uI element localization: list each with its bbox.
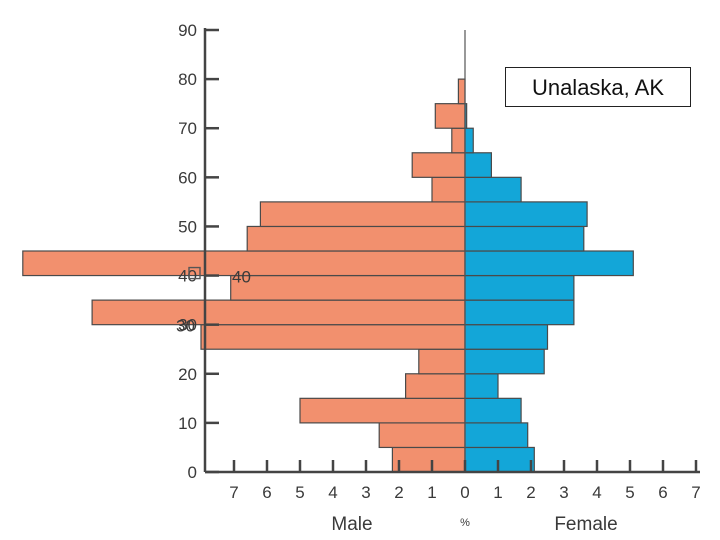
x-tick-label-f1: 1 bbox=[493, 483, 502, 502]
x-tick-label-m1: 1 bbox=[427, 483, 436, 502]
x-axis-title-male: Male bbox=[331, 514, 372, 535]
female-bar-age-15 bbox=[464, 373, 499, 399]
y-tick-label-20: 20 bbox=[178, 365, 197, 384]
x-tick-label-m6: 6 bbox=[262, 483, 271, 502]
male-bar-age-60 bbox=[411, 152, 466, 178]
bars-layer bbox=[22, 78, 634, 473]
x-axis-title-female: Female bbox=[554, 514, 617, 535]
male-bar-age-45 bbox=[246, 225, 466, 252]
y-tick-label-50: 50 bbox=[178, 217, 197, 236]
male-bar-age-25 bbox=[200, 324, 466, 350]
female-bar-age-20 bbox=[464, 348, 545, 375]
female-bar-age-25 bbox=[464, 324, 549, 350]
x-tick-label-m7: 7 bbox=[229, 483, 238, 502]
female-bar-age-60 bbox=[464, 152, 492, 178]
male-bar-age-5 bbox=[378, 422, 466, 449]
male-bar-age-65 bbox=[451, 127, 466, 154]
x-tick-label-m5: 5 bbox=[295, 483, 304, 502]
male-bar-age-10 bbox=[299, 397, 466, 424]
y-tick-label-80: 80 bbox=[178, 70, 197, 89]
annotation-label-40: 40 bbox=[232, 268, 251, 287]
x-tick-label-m4: 4 bbox=[328, 483, 337, 502]
x-tick-label-f7: 7 bbox=[691, 483, 700, 502]
annotation-label-30: 30 bbox=[176, 317, 195, 336]
male-bar-age-70 bbox=[434, 103, 466, 129]
male-bar-age-0 bbox=[391, 446, 466, 473]
female-bar-age-45 bbox=[464, 225, 585, 252]
male-bar-age-55 bbox=[431, 176, 466, 203]
y-tick-label-30: 30 bbox=[178, 316, 197, 335]
annotation-marker-40 bbox=[188, 266, 201, 280]
y-tick-label-10: 10 bbox=[178, 414, 197, 433]
male-bar-age-75 bbox=[457, 78, 466, 105]
y-tick-label-0: 0 bbox=[188, 463, 197, 482]
male-bar-age-15 bbox=[405, 373, 466, 399]
annotation-layer: 40 30 bbox=[176, 266, 251, 336]
female-bar-age-5 bbox=[464, 422, 529, 449]
male-bar-age-40 bbox=[22, 250, 466, 277]
x-tick-label-m2: 2 bbox=[394, 483, 403, 502]
female-bar-age-0 bbox=[464, 446, 535, 473]
y-tick-label-40: 40 bbox=[178, 267, 197, 286]
male-bar-age-35 bbox=[230, 274, 466, 301]
x-tick-label-f0: 0 bbox=[460, 483, 469, 502]
female-bar-age-10 bbox=[464, 397, 522, 424]
female-bar-age-40 bbox=[464, 250, 634, 277]
y-tick-label-90: 90 bbox=[178, 21, 197, 40]
y-tick-label-70: 70 bbox=[178, 119, 197, 138]
female-bar-age-50 bbox=[464, 201, 588, 228]
y-tick-label-60: 60 bbox=[178, 168, 197, 187]
male-bar-age-50 bbox=[259, 201, 466, 228]
x-tick-label-f2: 2 bbox=[526, 483, 535, 502]
x-tick-label-m3: 3 bbox=[361, 483, 370, 502]
female-bar-age-65 bbox=[464, 127, 474, 154]
x-axis-center-label: % bbox=[460, 517, 470, 529]
chart-title-box: Unalaska, AK bbox=[505, 67, 691, 107]
x-tick-label-f6: 6 bbox=[658, 483, 667, 502]
female-bar-age-30 bbox=[464, 299, 575, 326]
female-bar-age-55 bbox=[464, 176, 522, 203]
x-tick-label-f3: 3 bbox=[559, 483, 568, 502]
male-bar-age-30 bbox=[91, 299, 466, 326]
x-tick-label-f4: 4 bbox=[592, 483, 601, 502]
male-bar-age-20 bbox=[418, 348, 466, 375]
female-bar-age-35 bbox=[464, 274, 575, 301]
x-tick-label-f5: 5 bbox=[625, 483, 634, 502]
